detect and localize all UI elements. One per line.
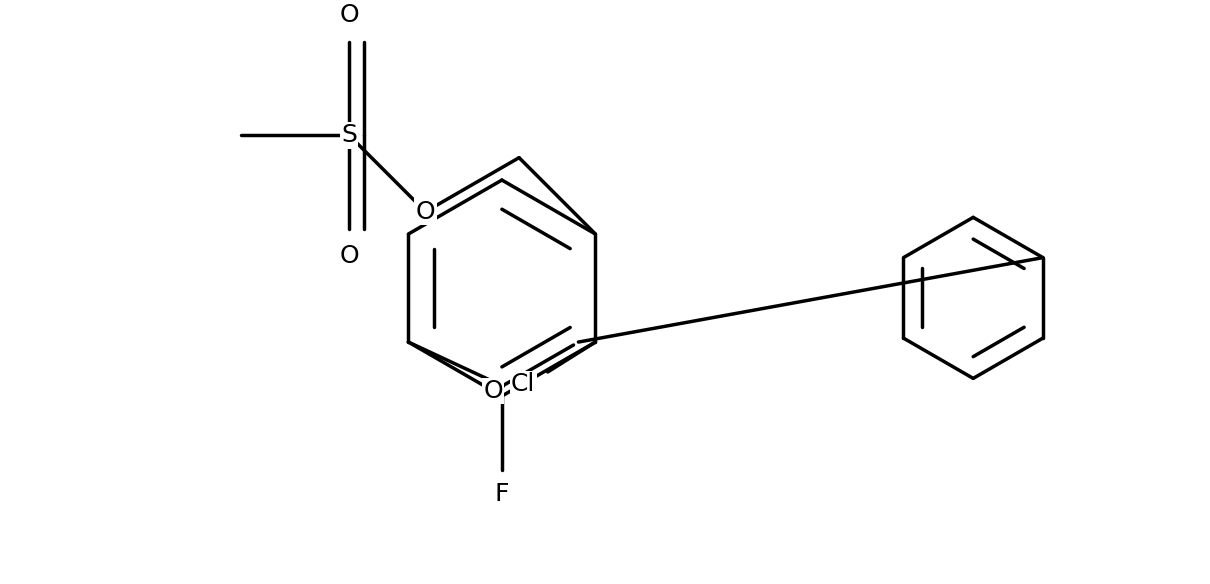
Text: Cl: Cl <box>511 372 535 396</box>
Text: F: F <box>495 482 509 506</box>
Text: O: O <box>339 244 359 268</box>
Text: O: O <box>484 379 503 403</box>
Text: S: S <box>341 123 357 147</box>
Text: O: O <box>339 2 359 26</box>
Text: O: O <box>416 200 436 224</box>
